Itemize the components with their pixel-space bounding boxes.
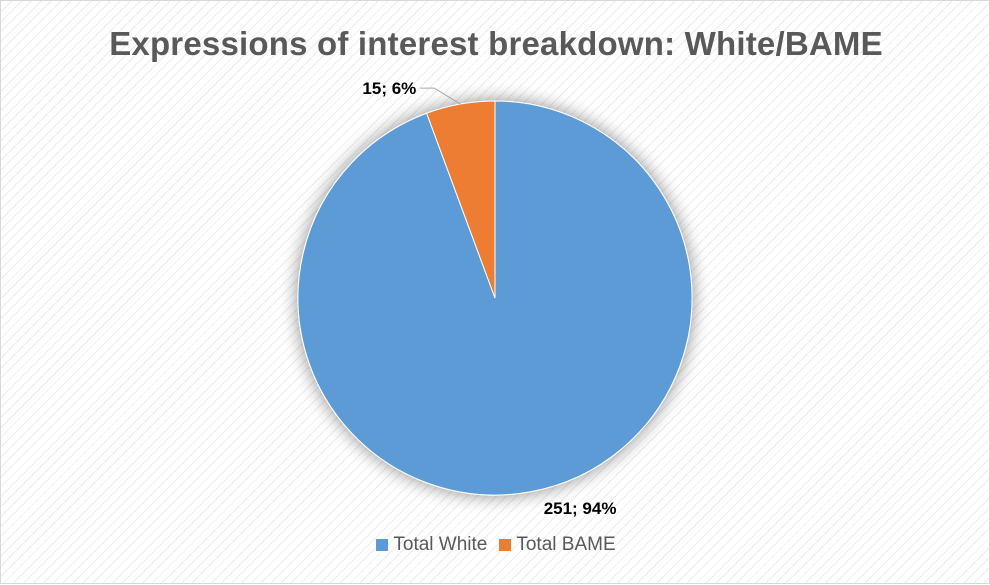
legend-label-total-white: Total White (393, 534, 488, 555)
chart-title: Expressions of interest breakdown: White… (109, 25, 883, 62)
legend-swatch-total-bame (499, 539, 512, 551)
data-label-total-white: 251; 94% (544, 499, 617, 518)
chart-legend: Total White Total BAME (1, 534, 990, 556)
legend-item-total-white[interactable]: Total White (376, 534, 487, 556)
legend-label-total-bame: Total BAME (516, 534, 616, 555)
legend-item-total-bame[interactable]: Total BAME (499, 534, 616, 556)
legend-swatch-total-white (376, 539, 389, 551)
data-label-total-bame: 15; 6% (362, 79, 416, 98)
leader-line-total-bame (420, 87, 461, 105)
